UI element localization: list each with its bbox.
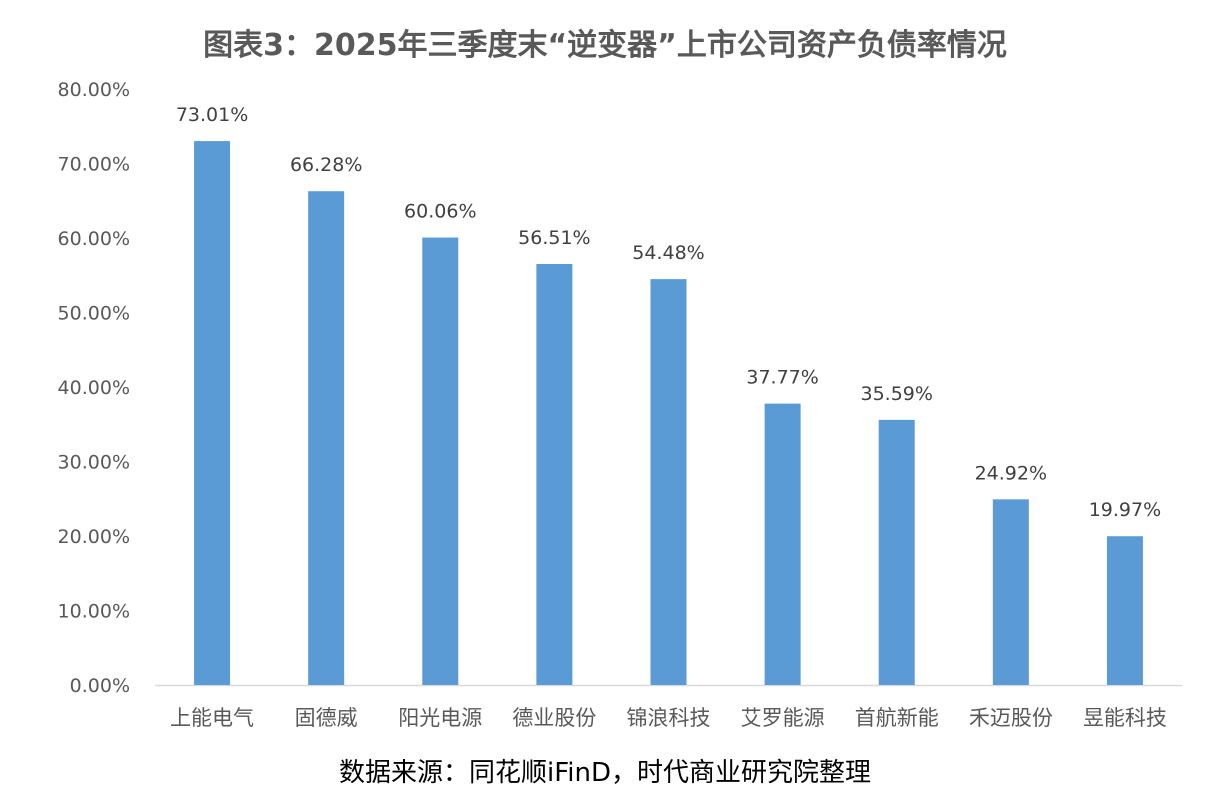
y-tick-label: 20.00% xyxy=(58,526,130,548)
bar xyxy=(878,419,915,685)
x-tick-label: 上能电气 xyxy=(170,706,254,730)
x-tick-label: 德业股份 xyxy=(512,706,596,730)
x-tick-label: 首航新能 xyxy=(855,706,939,730)
bar xyxy=(650,279,687,685)
y-tick-label: 60.00% xyxy=(58,228,130,250)
bar xyxy=(1106,536,1143,685)
y-tick-label: 70.00% xyxy=(58,154,130,176)
data-label: 73.01% xyxy=(176,104,248,126)
x-tick-label: 固德威 xyxy=(295,706,358,730)
data-label: 37.77% xyxy=(746,367,818,389)
x-tick-label: 艾罗能源 xyxy=(741,706,825,730)
y-tick-label: 50.00% xyxy=(58,303,130,325)
bar xyxy=(992,499,1029,685)
y-tick-label: 0.00% xyxy=(70,675,130,697)
bar xyxy=(308,191,345,686)
chart-title: 图表3：2025年三季度末“逆变器”上市公司资产负债率情况 xyxy=(203,28,1007,63)
source-note: 数据来源：同花顺iFinD，时代商业研究院整理 xyxy=(338,758,871,788)
bar xyxy=(764,403,801,685)
data-label: 66.28% xyxy=(290,154,362,176)
data-label: 35.59% xyxy=(860,383,932,405)
bar xyxy=(536,264,573,685)
x-tick-label: 昱能科技 xyxy=(1083,706,1167,730)
data-label: 24.92% xyxy=(975,462,1047,484)
bar xyxy=(422,237,459,686)
x-tick-label: 禾迈股份 xyxy=(969,706,1053,730)
y-tick-label: 10.00% xyxy=(58,601,130,623)
y-tick-label: 40.00% xyxy=(58,377,130,399)
y-tick-label: 80.00% xyxy=(58,79,130,101)
data-label: 60.06% xyxy=(404,201,476,223)
bar xyxy=(194,141,231,685)
data-label: 19.97% xyxy=(1089,499,1161,521)
data-label: 54.48% xyxy=(632,242,704,264)
x-tick-label: 阳光电源 xyxy=(398,706,482,730)
y-tick-label: 30.00% xyxy=(58,452,130,474)
x-tick-label: 锦浪科技 xyxy=(627,706,711,730)
data-label: 56.51% xyxy=(518,227,590,249)
